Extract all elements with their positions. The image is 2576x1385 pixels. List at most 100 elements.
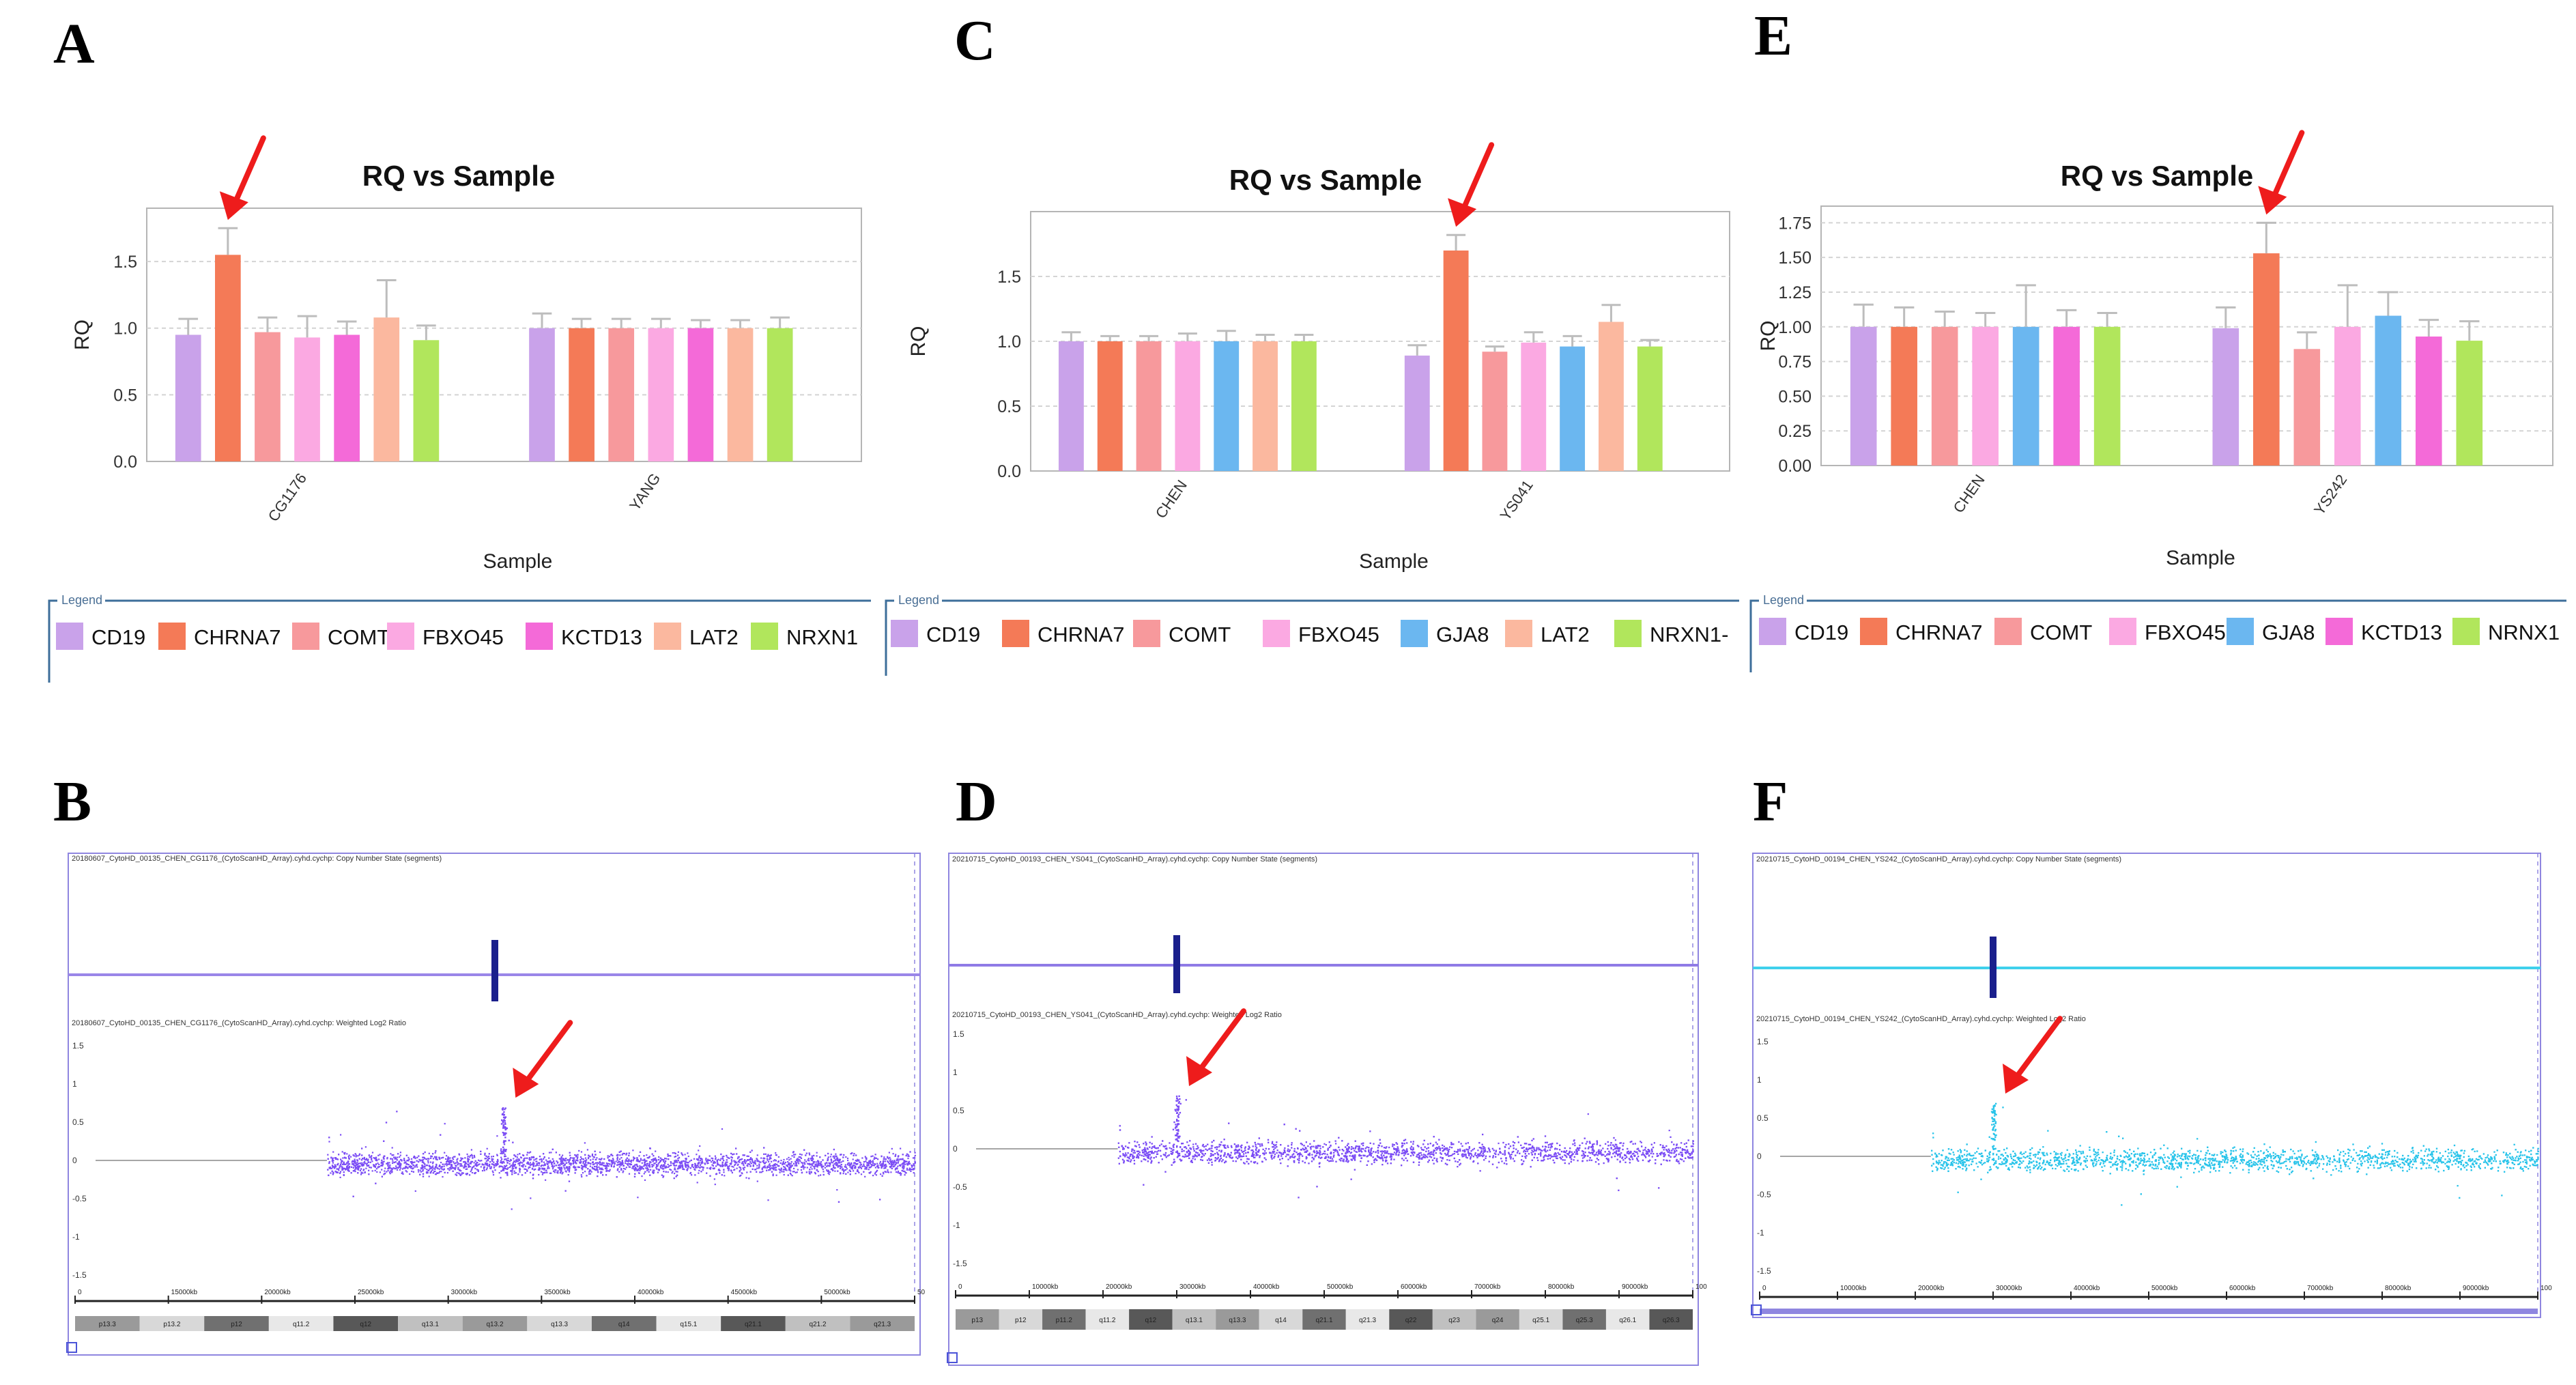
log2-point [560,1169,562,1171]
log2-point [769,1166,771,1168]
log2-point [674,1152,676,1155]
log2-point [588,1170,590,1172]
log2-point [573,1157,575,1159]
log2-point [524,1160,526,1162]
legend-title-bg [57,592,105,608]
log2-point [515,1167,517,1169]
log2-point-spike [504,1126,506,1128]
log2-point [450,1165,453,1167]
log2-point [1587,1113,1589,1115]
log2-point [839,1165,841,1167]
log2-point [893,1165,896,1167]
log2-point [595,1154,597,1156]
log2-point [574,1172,576,1174]
x-axis-label: Sample [2166,547,2235,569]
log2-point [431,1166,433,1168]
log2-point [906,1160,908,1162]
log2-point [631,1167,633,1169]
log2-point [850,1162,853,1165]
log2-point [907,1162,909,1165]
log2-point [431,1156,433,1158]
legend-swatch-comt [1994,618,2022,645]
log2-point [562,1162,564,1165]
log2-point [787,1161,789,1163]
log2-point [413,1156,415,1158]
log2-point [484,1152,486,1154]
log2-point [592,1164,594,1166]
cnv-chart-d: 20210715_CytoHD_00193_CHEN_YS041_(CytoSc… [947,853,1707,1366]
log2-point [378,1163,380,1166]
log2-point [870,1162,872,1164]
log2-point [769,1158,771,1160]
log2-point [479,1160,481,1162]
log2-point [434,1168,436,1171]
log2-point [519,1169,521,1171]
log2-point [793,1167,795,1169]
log2-point [343,1156,346,1158]
log2-point [908,1160,910,1162]
log2-point [848,1165,850,1167]
log2-point [721,1163,724,1165]
bar-ys242-comt [2293,349,2321,466]
log2-point [791,1165,793,1167]
log2-point [874,1154,876,1156]
legend-label: KCTD13 [2361,620,2442,644]
log2-point [820,1163,822,1165]
log2-point [809,1154,811,1156]
log2-point-spike [502,1150,504,1153]
log2-point [641,1167,643,1169]
log2-point [522,1160,525,1162]
log2-point [827,1170,829,1172]
log2-point [903,1160,905,1163]
log2-point [767,1159,769,1161]
log2-point [562,1171,564,1173]
log2-point [554,1165,556,1167]
log2-point [383,1155,385,1157]
log2-point [394,1167,396,1169]
log2-point [416,1156,418,1158]
log2-point [770,1165,772,1167]
log2-point [440,1157,442,1159]
log2-point [686,1164,688,1166]
log2-point [625,1162,627,1165]
log2-point [894,1155,896,1157]
x-tick-label: CHEN [1950,472,1988,516]
log2-point [425,1165,427,1167]
log2-point [793,1171,795,1173]
log2-point [369,1156,371,1158]
log2-point [582,1172,584,1174]
log2-point [857,1169,859,1171]
log2-point [560,1163,563,1165]
log2-point [797,1169,799,1171]
log2-point [673,1162,675,1165]
log2-point [431,1170,433,1172]
log2-point [382,1164,384,1166]
legend-label: FBXO45 [1298,623,1379,646]
log2-point [720,1153,722,1156]
log2-point [401,1172,403,1174]
log2-point [451,1157,454,1159]
log2-point [844,1169,846,1171]
log2-point [406,1171,408,1173]
log2-point [770,1154,772,1156]
log2-point [418,1158,420,1160]
log2-point-spike [500,1151,503,1153]
log2-point [696,1182,698,1184]
log2-point [435,1173,437,1175]
log2-point [392,1167,395,1169]
log2-point [698,1156,700,1158]
legend-label: NRXN1 [786,625,858,649]
log2-point [602,1169,604,1171]
log2-point [492,1158,494,1160]
log2-point [651,1153,653,1155]
log2-point [428,1152,430,1154]
red-arrow-shaft [2270,130,2305,201]
log2-point [400,1167,402,1169]
log2-point [470,1169,472,1171]
legend-title: Legend [898,593,939,607]
log2-point [432,1165,434,1167]
log2-point [496,1163,498,1165]
log2-point [659,1165,661,1167]
panel-label-a: A [53,12,95,76]
log2-point [694,1165,696,1167]
